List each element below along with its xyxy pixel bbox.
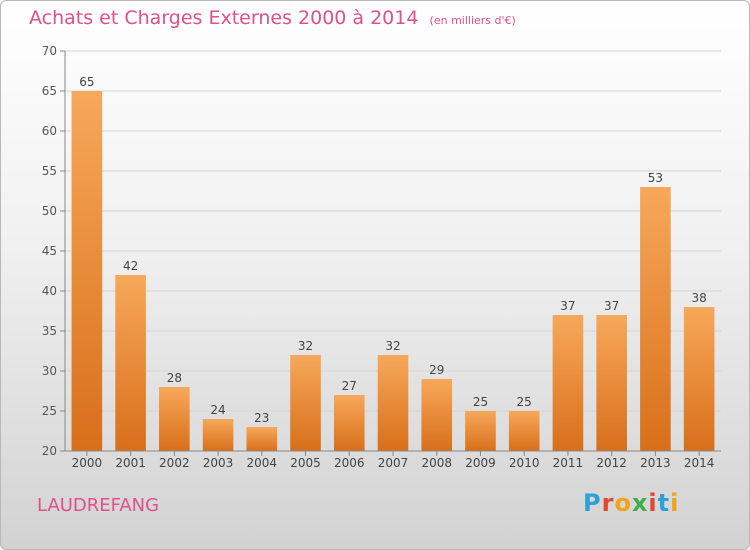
bar-2010 — [508, 411, 540, 451]
bar-2005 — [290, 355, 321, 451]
y-tick-label: 65 — [42, 84, 57, 98]
y-tick-label: 55 — [42, 164, 57, 178]
axes: 20 25 30 35 40 45 50 55 60 65 70 2000 2001 2002 2003 20… — [42, 44, 721, 470]
data-label: 28 — [167, 371, 182, 385]
y-tick-label: 70 — [42, 44, 57, 58]
y-tick-label: 60 — [42, 124, 57, 138]
bar-2008 — [421, 379, 453, 451]
x-tick-label: 2009 — [465, 456, 496, 470]
bar-2000 — [71, 91, 103, 451]
bar-2001 — [115, 275, 146, 451]
x-tick-label: 2014 — [684, 456, 715, 470]
data-label: 25 — [517, 395, 532, 409]
bar-2011 — [552, 315, 584, 451]
y-tick-label: 35 — [42, 324, 57, 338]
x-tick-label: 2011 — [553, 456, 584, 470]
x-tick-label: 2007 — [378, 456, 409, 470]
data-labels: 65 42 28 24 23 32 27 32 29 25 25 37 37 53 38 — [79, 75, 707, 425]
chart-unit: (en milliers d'€) — [429, 14, 516, 27]
data-label: 29 — [429, 363, 444, 377]
x-tick-label: 2006 — [334, 456, 365, 470]
bar-2006 — [333, 395, 365, 451]
data-label: 27 — [342, 379, 357, 393]
data-label: 38 — [691, 291, 706, 305]
x-tick-label: 2003 — [203, 456, 234, 470]
data-label: 24 — [210, 403, 225, 417]
bar-2009 — [465, 411, 496, 451]
bar-2012 — [596, 315, 627, 451]
data-label: 25 — [473, 395, 488, 409]
bar-2004 — [246, 427, 278, 451]
x-tick-label: 2002 — [159, 456, 190, 470]
y-tick-label: 40 — [42, 284, 57, 298]
data-label: 32 — [385, 339, 400, 353]
x-tick-label: 2010 — [509, 456, 540, 470]
data-label: 42 — [123, 259, 138, 273]
proxiti-logo: Proxiti — [583, 489, 680, 517]
x-tick-label: 2008 — [421, 456, 452, 470]
data-label: 65 — [79, 75, 94, 89]
bar-2002 — [159, 387, 190, 451]
x-tick-label: 2004 — [247, 456, 278, 470]
data-label: 23 — [254, 411, 269, 425]
data-label: 37 — [560, 299, 575, 313]
bar-2003 — [202, 419, 234, 451]
bars — [71, 91, 715, 451]
bar-2014 — [683, 307, 715, 451]
chart-title: Achats et Charges Externes 2000 à 2014 — [29, 7, 419, 29]
y-tick-label: 50 — [42, 204, 57, 218]
x-tick-label: 2001 — [115, 456, 146, 470]
bar-2013 — [640, 187, 671, 451]
commune-name: LAUDREFANG — [37, 495, 160, 516]
x-tick-label: 2000 — [72, 456, 103, 470]
x-tick-label: 2005 — [290, 456, 321, 470]
y-tick-label: 20 — [42, 444, 57, 458]
y-tick-label: 25 — [42, 404, 57, 418]
data-label: 53 — [648, 171, 663, 185]
bar-2007 — [377, 355, 409, 451]
data-label: 37 — [604, 299, 619, 313]
y-tick-label: 45 — [42, 244, 57, 258]
chart-title-block: Achats et Charges Externes 2000 à 2014 (… — [29, 7, 516, 29]
x-tick-label: 2013 — [640, 456, 671, 470]
x-tick-label: 2012 — [596, 456, 627, 470]
y-tick-label: 30 — [42, 364, 57, 378]
data-label: 32 — [298, 339, 313, 353]
